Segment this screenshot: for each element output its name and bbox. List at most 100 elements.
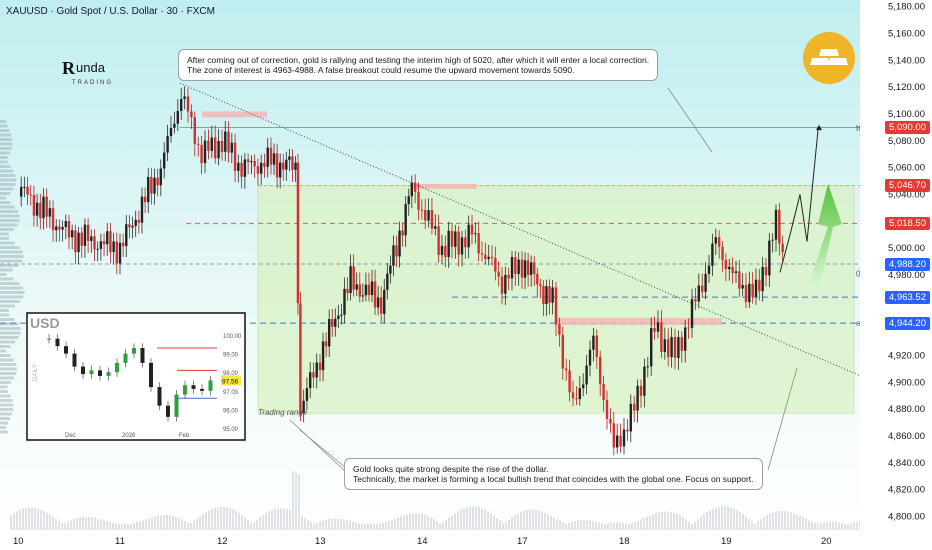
volume-profile-bar bbox=[0, 318, 15, 321]
candle-body bbox=[595, 335, 598, 357]
note-top: After coming out of correction, gold is … bbox=[178, 49, 659, 81]
volume-profile-bar bbox=[0, 354, 11, 357]
volume-bar bbox=[280, 508, 282, 530]
volume-bar bbox=[748, 518, 750, 530]
gold-bars-icon bbox=[803, 32, 855, 84]
note-bottom: Gold looks quite strong despite the rise… bbox=[344, 458, 763, 490]
candle-body bbox=[48, 208, 52, 217]
volume-bar bbox=[334, 518, 336, 530]
volume-bar bbox=[832, 521, 834, 530]
candle-body bbox=[707, 265, 711, 274]
volume-bar bbox=[574, 521, 576, 530]
green-arrow bbox=[808, 183, 842, 286]
volume-bar bbox=[190, 522, 192, 530]
candle-body bbox=[660, 322, 663, 353]
volume-profile-bar bbox=[0, 160, 8, 164]
candle-body bbox=[751, 283, 754, 297]
candle-body bbox=[260, 162, 263, 174]
candle-body bbox=[582, 384, 585, 389]
volume-bar bbox=[400, 516, 402, 530]
volume-bar bbox=[196, 518, 198, 530]
price-tag: 4,988.20 bbox=[885, 257, 930, 271]
volume-bar bbox=[235, 510, 237, 530]
candle-body bbox=[517, 259, 520, 274]
volume-bar bbox=[40, 509, 42, 530]
candle-body bbox=[629, 403, 632, 432]
candle-body bbox=[355, 284, 358, 290]
price-tick: 5,040.00 bbox=[888, 190, 925, 201]
volume-profile-bar bbox=[0, 304, 15, 308]
volume-bar bbox=[853, 522, 855, 530]
candle-body bbox=[269, 147, 273, 165]
volume-bar bbox=[802, 517, 804, 530]
volume-bar bbox=[109, 521, 111, 530]
volume-bar bbox=[514, 515, 516, 530]
usd-inset-candle bbox=[166, 405, 170, 417]
candle-body bbox=[656, 322, 660, 332]
candle-body bbox=[109, 231, 112, 253]
volume-bar bbox=[160, 515, 162, 530]
candle-body bbox=[96, 248, 99, 250]
volume-bar bbox=[589, 520, 591, 530]
time-tick: 18 bbox=[619, 536, 630, 547]
volume-bar bbox=[415, 513, 417, 530]
volume-profile-bar bbox=[0, 151, 10, 155]
usd-inset-candle bbox=[123, 353, 128, 363]
candle-body bbox=[250, 161, 253, 163]
candle-body bbox=[115, 241, 119, 264]
volume-bar bbox=[550, 515, 552, 530]
volume-bar bbox=[364, 523, 366, 530]
usd-inset-candle bbox=[106, 372, 111, 376]
volume-profile-bar bbox=[0, 133, 12, 137]
candle-body bbox=[296, 162, 300, 304]
candle-body bbox=[684, 327, 687, 351]
volume-bar bbox=[850, 523, 852, 530]
volume-profile-bar bbox=[0, 381, 11, 384]
volume-bar bbox=[292, 471, 294, 530]
volume-bar bbox=[583, 520, 585, 530]
volume-bar bbox=[286, 509, 288, 530]
volume-bar bbox=[403, 515, 405, 530]
candle-body bbox=[404, 204, 407, 236]
volume-profile-bar bbox=[0, 358, 15, 362]
candle-body bbox=[282, 162, 285, 170]
volume-profile-bar bbox=[0, 286, 24, 290]
price-tick: 4,800.00 bbox=[888, 512, 925, 523]
time-tick: 11 bbox=[115, 536, 125, 547]
volume-bar bbox=[562, 522, 564, 530]
candle-body bbox=[781, 243, 784, 253]
candle-body bbox=[272, 153, 276, 165]
usd-inset-title: USD bbox=[30, 315, 60, 331]
volume-bar bbox=[88, 516, 90, 530]
volume-bar bbox=[685, 519, 687, 530]
candle-body bbox=[361, 295, 365, 297]
candle-body bbox=[494, 257, 497, 272]
note-top-text: After coming out of correction, gold is … bbox=[187, 55, 650, 75]
volume-profile-bar bbox=[0, 124, 8, 128]
volume-profile-bar bbox=[0, 147, 12, 150]
note-bottom-pointer-c bbox=[767, 367, 798, 471]
volume-profile-bar bbox=[0, 322, 19, 326]
candle-body bbox=[529, 262, 533, 275]
volume-bar bbox=[739, 511, 741, 530]
volume-profile-bar bbox=[0, 273, 7, 276]
volume-bar bbox=[445, 519, 447, 530]
volume-profile-bar bbox=[0, 390, 8, 393]
volume-bar bbox=[76, 517, 78, 530]
candle-body bbox=[761, 266, 764, 292]
volume-bar bbox=[313, 523, 315, 530]
candle-body bbox=[748, 283, 751, 303]
candle-body bbox=[140, 196, 144, 223]
volume-bar bbox=[79, 517, 81, 530]
candle-body bbox=[633, 403, 636, 411]
volume-bar bbox=[682, 517, 684, 530]
candle-body bbox=[464, 237, 467, 248]
volume-bar bbox=[856, 521, 858, 530]
volume-bar bbox=[610, 522, 612, 530]
volume-bar bbox=[814, 522, 816, 530]
candle-body bbox=[321, 341, 325, 371]
candle-body bbox=[203, 140, 207, 164]
svg-text:unda: unda bbox=[76, 60, 106, 75]
volume-bar bbox=[775, 511, 777, 530]
